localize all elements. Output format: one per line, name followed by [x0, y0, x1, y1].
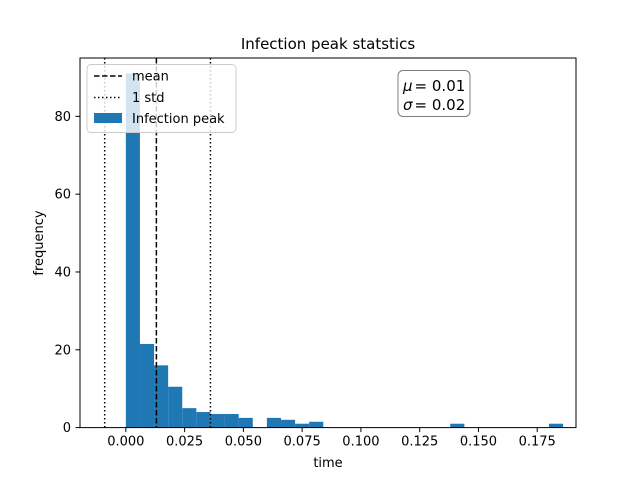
- histogram-bar-5: [196, 412, 211, 428]
- mu-value: = 0.01: [415, 77, 466, 95]
- histogram-bar-13: [309, 421, 324, 428]
- y-axis-label: frequency: [32, 210, 47, 276]
- x-tick-label-3: 0.075: [284, 435, 321, 450]
- plot-frame: [79, 57, 577, 429]
- x-tick-label-6: 0.150: [460, 435, 497, 450]
- legend-box: [86, 64, 237, 133]
- histogram-bar-12: [295, 423, 310, 428]
- x-tick-label-2: 0.050: [225, 435, 262, 450]
- y-tick-label-2: 40: [54, 265, 71, 280]
- histogram-bar-8: [238, 417, 253, 428]
- histogram-bar-10: [266, 417, 281, 428]
- histogram-bar-11: [280, 419, 296, 428]
- chart-title: Infection peak statstics: [241, 35, 415, 53]
- y-tick-label-4: 80: [54, 110, 71, 125]
- x-tick-label-5: 0.125: [401, 435, 438, 450]
- histogram-bars: [125, 73, 564, 428]
- histogram-bar-23: [450, 423, 465, 428]
- std-stat: σ = 0.02: [403, 96, 465, 114]
- histogram-bar-6: [210, 413, 225, 428]
- histogram-bar-7: [224, 413, 239, 428]
- x-axis-ticks: 0.000 0.025 0.050 0.075 0.100 0.125 0.150 0.175: [107, 427, 556, 450]
- stats-box: [397, 70, 471, 117]
- stats-annotation: μ = 0.01 σ = 0.02: [397, 70, 471, 117]
- y-tick-label-3: 60: [54, 188, 71, 203]
- x-axis-label: time: [313, 456, 342, 471]
- y-tick-label-0: 0: [63, 421, 71, 436]
- histogram-bar-1: [139, 343, 155, 428]
- histogram-bar-4: [182, 408, 197, 428]
- x-tick-label-1: 0.025: [166, 435, 203, 450]
- legend: mean 1 std Infection peak: [86, 64, 237, 133]
- histogram-bar-2: [154, 365, 169, 428]
- y-tick-label-1: 20: [54, 343, 71, 358]
- y-axis-ticks: 0 20 40 60 80: [54, 110, 80, 436]
- legend-infection-peak-label: Infection peak: [132, 112, 225, 127]
- legend-std-label: 1 std: [132, 91, 165, 106]
- x-tick-label-0: 0.000: [107, 435, 144, 450]
- mu-symbol: μ: [402, 77, 413, 95]
- x-tick-label-4: 0.100: [342, 435, 379, 450]
- histogram-bar-0: [125, 73, 140, 428]
- reference-lines: [103, 58, 212, 428]
- histogram-bar-30: [548, 423, 564, 428]
- histogram-bar-3: [168, 386, 183, 428]
- legend-infection-peak-swatch: [94, 113, 122, 123]
- sigma-value: = 0.02: [415, 96, 466, 114]
- legend-mean-label: mean: [132, 70, 169, 85]
- x-tick-label-7: 0.175: [519, 435, 556, 450]
- sigma-symbol: σ: [403, 96, 413, 114]
- mean-stat: μ = 0.01: [402, 77, 465, 95]
